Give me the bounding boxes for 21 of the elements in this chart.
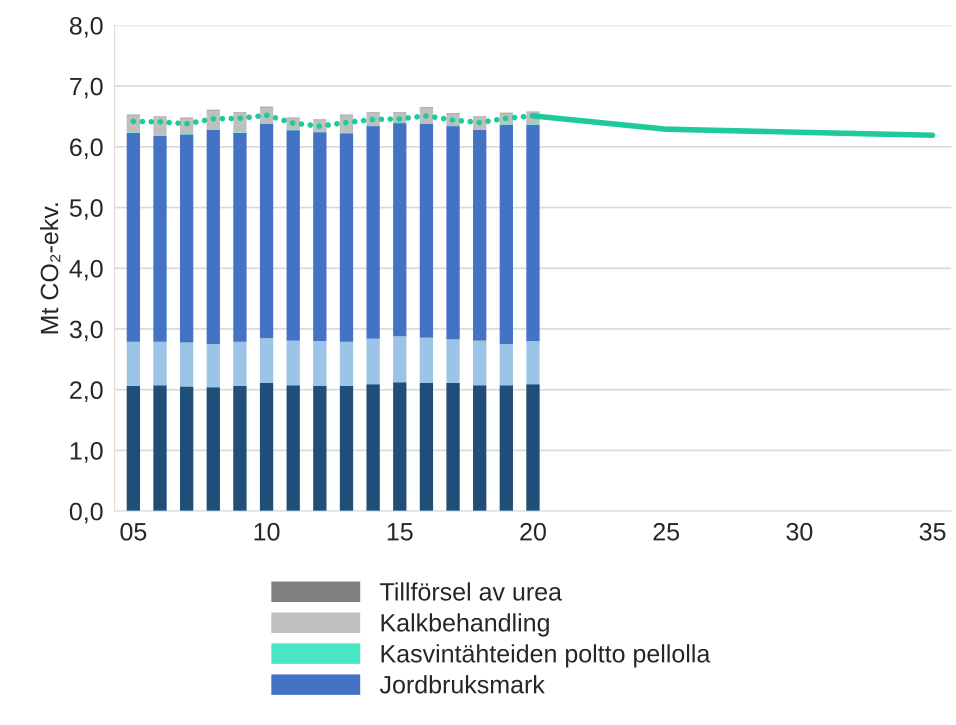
- y-tick-label: 4,0: [69, 260, 103, 281]
- legend-label: Kasvintähteiden poltto pellolla: [382, 644, 710, 668]
- x-tick-label: 05: [120, 522, 146, 541]
- legend-label: Kalkbehandling: [382, 613, 549, 637]
- legend-label: Tillförsel av urea: [380, 582, 562, 601]
- x-tick-label: 25: [654, 522, 680, 541]
- x-tick-label: 10: [254, 522, 280, 541]
- x-tick-label: 35: [920, 522, 946, 541]
- x-tick-label: 15: [388, 523, 413, 541]
- x-tick-label: 30: [786, 522, 812, 541]
- y-axis-title: Mt CO₂-ekv.: [40, 203, 60, 334]
- y-tick-label: 5,0: [70, 199, 103, 220]
- y-tick-label: 6,0: [70, 138, 103, 160]
- y-tick-label: 1,0: [70, 442, 103, 463]
- y-tick-label: 3,0: [70, 320, 103, 342]
- legend-label: Jordbruksmark: [380, 675, 545, 694]
- y-tick-label: 7,0: [70, 78, 103, 98]
- x-tick-label: 20: [520, 522, 546, 541]
- y-tick-label: 0,0: [70, 502, 103, 524]
- y-tick-label: 8,0: [70, 16, 103, 38]
- y-tick-label: 2,0: [70, 381, 103, 402]
